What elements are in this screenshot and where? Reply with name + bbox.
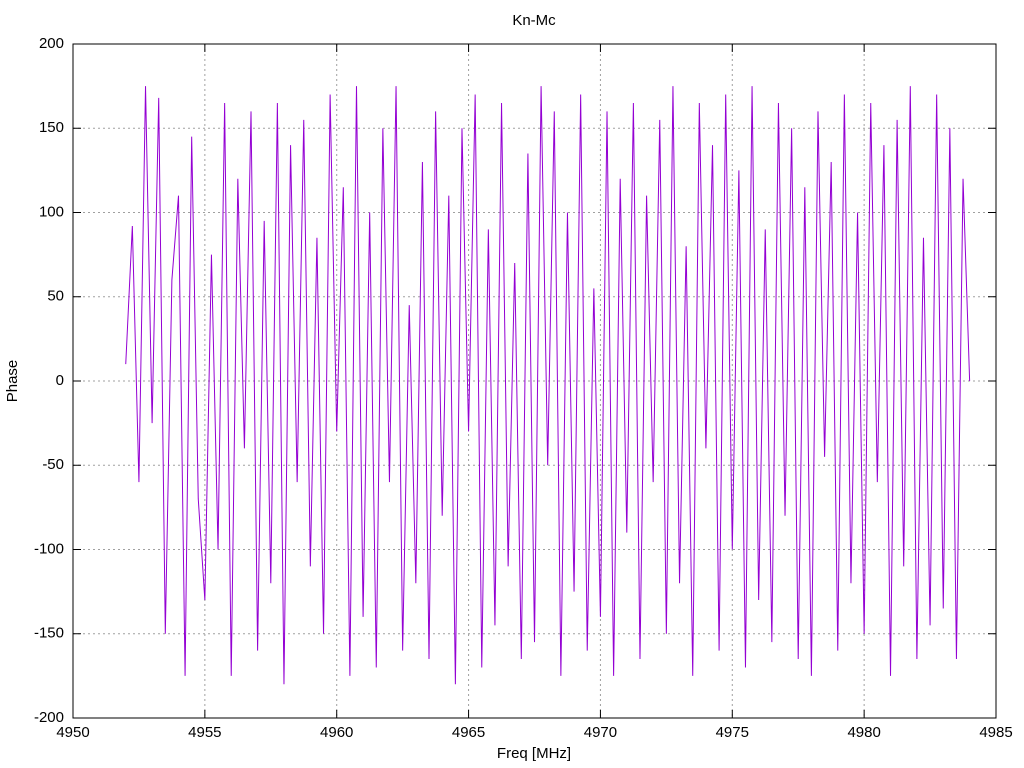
x-tick-label: 4950 <box>56 724 89 741</box>
y-tick-label: 150 <box>39 119 64 136</box>
plot-frame <box>72 43 997 719</box>
y-axis-label: Phase <box>4 360 21 403</box>
x-tick-label: 4980 <box>847 724 880 741</box>
x-tick-label: 4965 <box>452 724 485 741</box>
data-line <box>125 86 971 685</box>
y-tick-label: -50 <box>42 456 64 473</box>
y-tick-label: 0 <box>56 372 64 389</box>
y-tick-label: 50 <box>47 288 64 305</box>
y-tick-label: -100 <box>34 540 64 557</box>
y-tick-label: 200 <box>39 35 64 52</box>
x-tick-label: 4970 <box>584 724 617 741</box>
x-axis-label: Freq [MHz] <box>497 745 571 762</box>
x-tick-label: 4955 <box>188 724 221 741</box>
chart-title: Kn-Mc <box>512 12 556 29</box>
y-tick-label: -150 <box>34 625 64 642</box>
x-tick-label: 4960 <box>320 724 353 741</box>
y-tick-label: 100 <box>39 203 64 220</box>
x-tick-label: 4985 <box>979 724 1012 741</box>
x-tick-label: 4975 <box>716 724 749 741</box>
y-tick-label: -200 <box>34 709 64 726</box>
